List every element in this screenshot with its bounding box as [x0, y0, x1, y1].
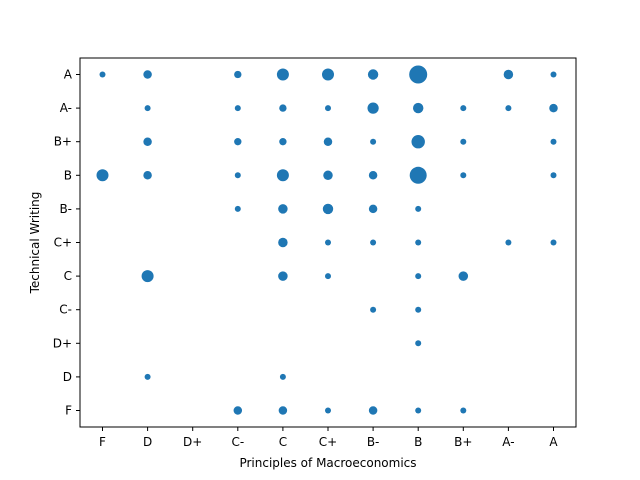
data-point — [460, 172, 467, 179]
data-point — [279, 104, 287, 112]
data-point — [550, 172, 557, 179]
data-point — [144, 373, 151, 380]
data-point — [278, 271, 288, 281]
data-point — [505, 105, 512, 112]
data-point — [458, 271, 469, 281]
data-point — [279, 373, 286, 380]
y-tick-label: B — [64, 168, 72, 182]
data-point — [413, 102, 424, 114]
data-point — [325, 239, 331, 246]
data-point — [367, 69, 379, 80]
data-point — [322, 68, 334, 81]
data-point — [278, 204, 288, 214]
y-axis-ticks: F D D+ C- C C+ B- B B+ A- A — [53, 68, 80, 418]
data-point — [143, 137, 152, 146]
data-point — [505, 239, 512, 246]
data-point — [279, 138, 287, 146]
x-tick-label: D+ — [183, 435, 202, 449]
data-point — [234, 105, 241, 112]
y-tick-label: C- — [59, 303, 72, 317]
data-point — [322, 203, 334, 215]
data-point — [411, 134, 425, 149]
y-tick-label: A- — [60, 101, 72, 115]
y-tick-label: B- — [59, 202, 72, 216]
data-point — [276, 68, 289, 81]
x-axis-label: Principles of Macroeconomics — [239, 456, 416, 470]
plot-frame — [79, 57, 577, 428]
data-point — [550, 138, 557, 145]
data-point — [143, 171, 152, 180]
data-point — [323, 170, 333, 181]
data-point — [144, 105, 151, 112]
data-point — [276, 169, 289, 182]
x-tick-label: A — [549, 435, 558, 449]
data-point — [234, 70, 242, 79]
y-tick-label: C+ — [54, 236, 72, 250]
x-tick-label: F — [99, 435, 106, 449]
y-tick-label: B+ — [54, 135, 72, 149]
data-point — [325, 273, 331, 280]
y-tick-label: A — [64, 68, 73, 82]
points-layer — [96, 65, 558, 415]
data-point — [415, 273, 422, 280]
data-point — [323, 137, 333, 146]
y-axis-label: Technical Writing — [28, 192, 42, 295]
data-point — [143, 70, 152, 79]
data-point — [415, 407, 422, 414]
y-tick-label: C — [64, 269, 72, 283]
data-point — [278, 406, 288, 415]
data-point — [503, 69, 514, 80]
data-point — [415, 239, 422, 246]
data-point — [370, 239, 377, 246]
data-point — [234, 172, 241, 179]
data-point — [370, 306, 377, 313]
data-point — [233, 406, 243, 415]
data-point — [409, 65, 428, 84]
data-point — [370, 138, 377, 145]
data-point — [99, 71, 106, 78]
data-point — [325, 407, 331, 414]
y-tick-label: F — [65, 404, 72, 418]
data-point — [278, 237, 288, 248]
x-tick-label: C — [279, 435, 287, 449]
x-tick-label: A- — [502, 435, 514, 449]
data-point — [368, 171, 378, 180]
x-tick-label: B — [414, 435, 422, 449]
data-point — [234, 205, 241, 212]
data-point — [325, 105, 331, 112]
data-point — [234, 138, 242, 146]
data-point — [415, 306, 422, 313]
x-axis-ticks: F D D+ C- C C+ B- B B+ A- A — [99, 427, 558, 449]
data-point — [368, 204, 378, 214]
data-point — [141, 270, 154, 283]
data-point — [96, 169, 109, 182]
data-point — [409, 166, 427, 184]
data-point — [550, 71, 557, 78]
data-point — [367, 102, 379, 114]
x-tick-label: D — [143, 435, 152, 449]
x-tick-label: B- — [367, 435, 380, 449]
x-tick-label: C+ — [319, 435, 337, 449]
x-tick-label: B+ — [454, 435, 472, 449]
x-tick-label: C- — [231, 435, 244, 449]
y-tick-label: D — [63, 370, 72, 384]
y-tick-label: D+ — [53, 336, 72, 350]
data-point — [415, 205, 422, 212]
data-point — [460, 138, 467, 145]
data-point — [549, 103, 558, 113]
data-point — [460, 407, 467, 414]
data-point — [368, 406, 378, 415]
data-point — [460, 105, 467, 112]
data-point — [550, 239, 557, 246]
data-point — [415, 340, 422, 347]
